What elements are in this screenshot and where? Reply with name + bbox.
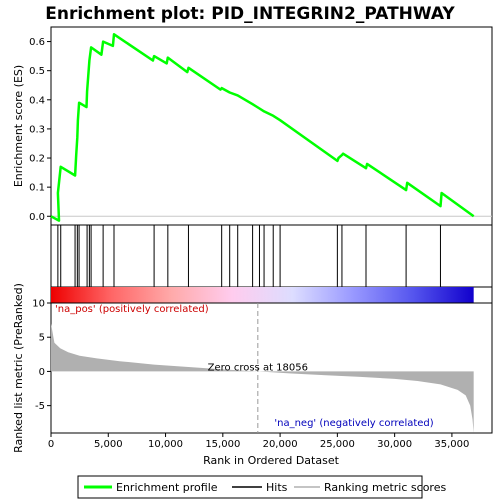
rank-ytick-label: 10	[32, 299, 45, 310]
es-ytick-label: 0.1	[29, 183, 45, 194]
es-ytick-label: 0.2	[29, 154, 45, 165]
es-ytick-label: 0.4	[29, 95, 45, 106]
rank-ylabel: Ranked list metric (PreRanked)	[12, 283, 25, 453]
x-tick-label: 20,000	[263, 439, 298, 450]
zero-cross-label: Zero cross at 18056	[208, 362, 308, 373]
rank-gradient-bar	[51, 287, 474, 303]
rank-ytick-label: -5	[35, 401, 45, 412]
enrichment-profile-line	[50, 33, 475, 222]
rank-ytick-label: 5	[39, 333, 45, 344]
hits-panel-frame	[50, 224, 493, 288]
es-ytick-label: 0.6	[29, 37, 45, 48]
neg-correlated-label: 'na_neg' (negatively correlated)	[274, 418, 433, 429]
x-tick-label: 0	[48, 439, 54, 450]
x-tick-label: 25,000	[320, 439, 355, 450]
es-ytick-label: 0.3	[29, 124, 45, 135]
legend: Enrichment profile Hits Ranking metric s…	[77, 475, 446, 499]
x-tick-label: 35,000	[434, 439, 469, 450]
es-ylabel: Enrichment score (ES)	[12, 65, 25, 187]
es-panel: 0.0 0.1 0.2 0.3 0.4 0.5 0.6 Enrichment score (…	[12, 26, 493, 226]
x-tick-label: 10,000	[148, 439, 183, 450]
x-tick-label: 15,000	[205, 439, 240, 450]
ranking-metric-area	[51, 323, 474, 433]
es-ytick-label: 0.0	[29, 212, 45, 223]
legend-enrichment-label: Enrichment profile	[116, 481, 218, 494]
legend-hits-label: Hits	[266, 481, 288, 494]
rank-panel: Zero cross at 18056 'na_pos' (positively…	[12, 283, 493, 453]
legend-ranking-label: Ranking metric scores	[324, 481, 446, 494]
chart-title: Enrichment plot: PID_INTEGRIN2_PATHWAY	[45, 4, 455, 24]
x-tick-label: 5,000	[94, 439, 123, 450]
rank-ytick-label: 0	[39, 367, 45, 378]
hits-panel	[50, 224, 493, 288]
gradient-panel	[50, 286, 493, 304]
es-ytick-label: 0.5	[29, 66, 45, 77]
pos-correlated-label: 'na_pos' (positively correlated)	[55, 304, 209, 315]
x-axis-label: Rank in Ordered Dataset	[203, 454, 340, 467]
x-tick-label: 30,000	[377, 439, 412, 450]
